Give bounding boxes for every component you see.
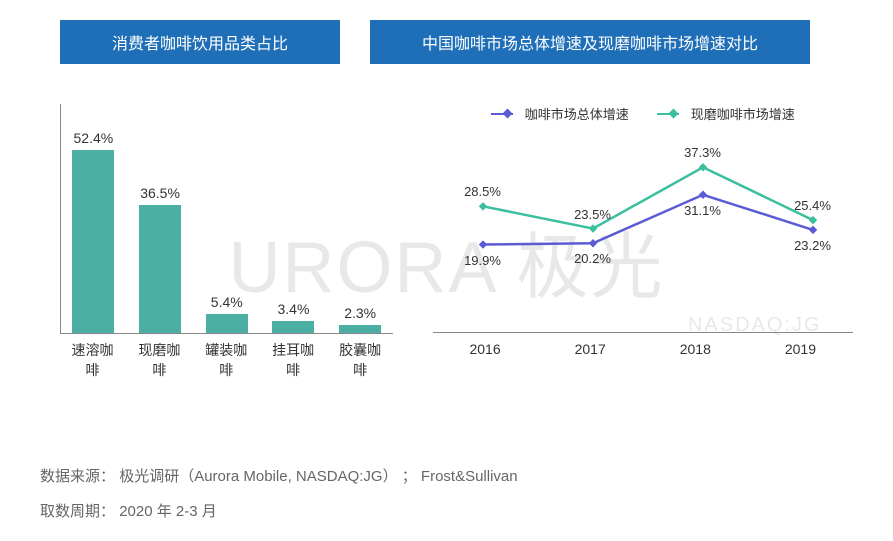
source-line: 数据来源： 极光调研（Aurora Mobile, NASDAQ:JG） ； F… [40,465,853,486]
bar-category-label: 胶囊咖啡 [334,340,387,380]
legend-item: 咖啡市场总体增速 [491,104,629,123]
bar-categories: 速溶咖啡现磨咖啡罐装咖啡挂耳咖啡胶囊咖啡 [60,334,393,380]
source-text: 极光调研（Aurora Mobile, NASDAQ:JG） ； Frost&S… [119,468,517,485]
point-label: 25.4% [794,198,831,213]
right-chart-title: 中国咖啡市场总体增速及现磨咖啡市场增速对比 [370,20,810,64]
bar-category-label: 速溶咖啡 [66,340,119,380]
line-category-label: 2016 [433,341,538,357]
bar-chart: 52.4% 36.5% 5.4% 3.4% 2.3% 速溶咖啡现磨咖啡罐装咖啡挂耳咖啡胶… [60,104,393,380]
bar [339,325,381,333]
line-categories: 2016201720182019 [433,333,854,357]
bar-column: 2.3% [334,104,387,333]
point-label: 31.1% [684,203,721,218]
series-marker [698,191,706,199]
point-label: 28.5% [464,184,501,199]
bar-value-label: 3.4% [278,301,310,317]
bar-category-label: 现磨咖啡 [133,340,186,380]
line-category-label: 2018 [643,341,748,357]
bar [206,314,248,333]
point-label: 23.2% [794,238,831,253]
period-text: 2020 年 2-3 月 [119,503,217,520]
bar-column: 52.4% [67,104,120,333]
legend-item: 现磨咖啡市场增速 [657,104,795,123]
line-category-label: 2017 [538,341,643,357]
bar [272,321,314,333]
bar-value-label: 36.5% [140,185,180,201]
point-label: 37.3% [684,145,721,160]
line-chart: 咖啡市场总体增速 现磨咖啡市场增速 19.9% 20.2% 31.1% 23.2% 28.… [433,104,854,380]
bar-value-label: 52.4% [74,130,114,146]
bar-value-label: 2.3% [344,305,376,321]
bar-plot-area: 52.4% 36.5% 5.4% 3.4% 2.3% [60,104,393,334]
period-label: 取数周期： [40,503,115,520]
source-label: 数据来源： [40,468,115,485]
period-line: 取数周期： 2020 年 2-3 月 [40,500,853,521]
bar [72,150,114,333]
bar-column: 36.5% [134,104,187,333]
point-label: 19.9% [464,253,501,268]
series-marker [478,240,486,248]
line-plot-area: 19.9% 20.2% 31.1% 23.2% 28.5% 23.5% 37.3% 25.4% [433,133,854,333]
series-marker [808,226,816,234]
line-category-label: 2019 [748,341,853,357]
footer: 数据来源： 极光调研（Aurora Mobile, NASDAQ:JG） ； F… [40,451,853,521]
legend: 咖啡市场总体增速 现磨咖啡市场增速 [433,104,854,123]
series-marker [808,216,816,224]
bar-category-label: 罐装咖啡 [200,340,253,380]
series-marker [478,202,486,210]
bar-value-label: 5.4% [211,294,243,310]
bar-column: 5.4% [200,104,253,333]
point-label: 20.2% [574,251,611,266]
title-row: 消费者咖啡饮用品类占比 中国咖啡市场总体增速及现磨咖啡市场增速对比 [0,0,893,64]
line-svg [433,133,863,333]
point-label: 23.5% [574,207,611,222]
series-marker [588,239,596,247]
bar [139,205,181,333]
bar-category-label: 挂耳咖啡 [267,340,320,380]
legend-label: 现磨咖啡市场增速 [691,104,795,123]
left-chart-title: 消费者咖啡饮用品类占比 [60,20,340,64]
legend-label: 咖啡市场总体增速 [525,104,629,123]
bar-column: 3.4% [267,104,320,333]
series-line [483,195,813,245]
